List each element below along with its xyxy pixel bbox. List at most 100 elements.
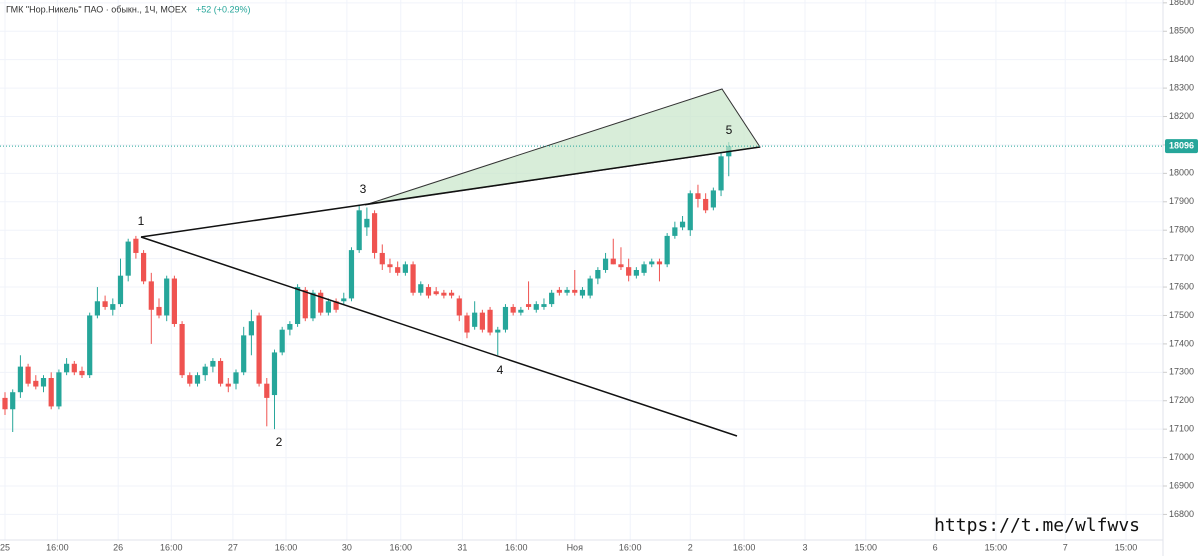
candle-body <box>179 324 185 376</box>
candle-body <box>618 264 624 268</box>
candle-body <box>148 281 154 310</box>
candle-body <box>595 270 601 279</box>
candle-body <box>325 301 331 313</box>
candle-body <box>656 261 663 265</box>
candle-body <box>102 301 108 307</box>
candle-body <box>418 284 424 293</box>
candle-body <box>456 298 462 316</box>
candle-body <box>379 252 385 265</box>
candle-body <box>318 292 324 313</box>
candle-body <box>387 264 393 268</box>
candle-body <box>687 193 693 231</box>
candle-body <box>479 312 485 330</box>
candle-body <box>64 363 70 373</box>
x-tick-label: 7 <box>1063 542 1068 552</box>
candle-body <box>110 304 116 310</box>
candle-body <box>541 304 547 307</box>
x-tick-label: 3 <box>802 542 807 552</box>
x-tick-label: 15:00 <box>985 542 1008 552</box>
candle-body <box>94 301 100 316</box>
candle-body <box>703 198 709 211</box>
x-tick-label: 2 <box>688 542 693 552</box>
price-change: +52 (+0.29%) <box>196 4 251 14</box>
candle-body <box>710 190 716 208</box>
x-tick-label: 16:00 <box>619 542 642 552</box>
candle-body <box>256 315 262 384</box>
candle-body <box>464 315 470 333</box>
candle-body <box>579 289 586 296</box>
candle-body <box>564 289 570 293</box>
y-tick-label: 18000 <box>1169 168 1194 178</box>
watermark: https://t.me/wlfwvs <box>934 515 1140 536</box>
x-tick-label: 15:00 <box>855 542 878 552</box>
candle-body <box>241 335 247 373</box>
y-tick-label: 17000 <box>1169 452 1194 462</box>
y-tick-label: 17500 <box>1169 310 1194 320</box>
candle-body <box>341 298 347 302</box>
candle-body <box>333 301 339 310</box>
candle-body <box>633 270 639 276</box>
trend-line <box>140 236 738 437</box>
candle-body <box>40 378 47 387</box>
candle-body <box>33 380 39 387</box>
x-tick-label: 25 <box>0 542 10 552</box>
y-tick-label: 18600 <box>1169 0 1194 7</box>
x-tick-label: 31 <box>457 542 467 552</box>
y-tick-label: 17200 <box>1169 395 1194 405</box>
candle-body <box>602 258 609 270</box>
candle-body <box>556 289 562 293</box>
candle-body <box>56 372 62 407</box>
candle-body <box>294 287 301 324</box>
candle-body <box>679 221 686 228</box>
candle-body <box>271 352 278 396</box>
y-tick-label: 18200 <box>1169 111 1194 121</box>
grid <box>0 0 1163 540</box>
y-tick-label: 17300 <box>1169 367 1194 377</box>
y-tick-label: 18300 <box>1169 82 1194 92</box>
candle-body <box>525 304 532 307</box>
candle-body <box>664 235 670 265</box>
candle-body <box>133 238 139 253</box>
x-tick-label: 16:00 <box>389 542 412 552</box>
candle-body <box>649 261 655 265</box>
candle-body <box>410 264 416 293</box>
candle-body <box>164 278 170 316</box>
candle-body <box>225 383 231 387</box>
wave-label: 2 <box>276 435 283 449</box>
candles <box>2 142 732 432</box>
candle-body <box>495 329 501 333</box>
candle-body <box>302 289 308 319</box>
y-tick-label: 17700 <box>1169 253 1194 263</box>
candle-body <box>25 366 31 384</box>
last-price-label: 18096 <box>1169 140 1194 150</box>
candle-body <box>187 375 193 384</box>
candle-body <box>626 267 632 276</box>
x-tick-label: Ноя <box>567 542 584 552</box>
candle-body <box>472 312 478 327</box>
x-tick-label: 16:00 <box>275 542 298 552</box>
x-tick-label: 27 <box>228 542 238 552</box>
candle-body <box>17 366 24 393</box>
y-tick-label: 17600 <box>1169 281 1194 291</box>
x-tick-label: 30 <box>342 542 352 552</box>
last-price-badge <box>1165 139 1198 154</box>
candle-body <box>572 289 578 293</box>
y-tick-label: 17400 <box>1169 338 1194 348</box>
candle-body <box>356 210 362 251</box>
y-tick-label: 17900 <box>1169 196 1194 206</box>
x-tick-label: 16:00 <box>46 542 69 552</box>
candle-body <box>210 360 216 367</box>
candle-body <box>248 321 254 336</box>
candle-body <box>402 264 408 273</box>
y-tick-label: 17100 <box>1169 424 1194 434</box>
wave-label: 4 <box>497 363 504 377</box>
candle-body <box>510 306 516 313</box>
candle-body <box>264 383 270 398</box>
candle-body <box>233 372 239 384</box>
candle-body <box>425 287 432 296</box>
candle-body <box>695 193 701 199</box>
candle-body <box>125 241 131 276</box>
candle-body <box>549 292 555 305</box>
